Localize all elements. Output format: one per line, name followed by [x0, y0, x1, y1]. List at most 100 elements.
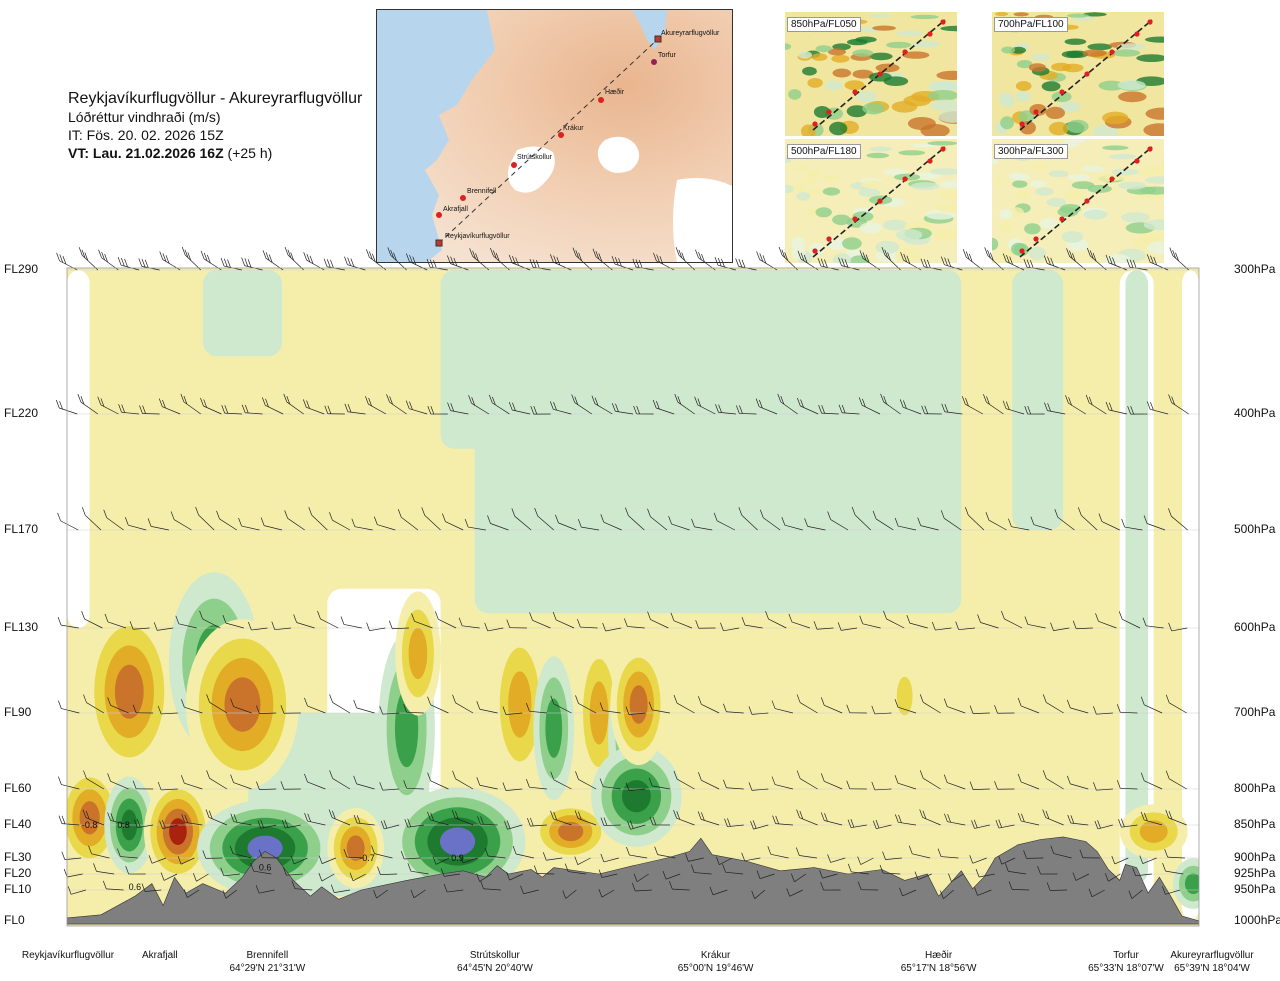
wind-barb: [647, 611, 669, 629]
wind-barb: [756, 870, 775, 880]
wind-barb: [1050, 845, 1072, 859]
wind-barb: [648, 701, 670, 714]
wind-barb: [125, 865, 146, 875]
pressure-level-label: 925hPa: [1234, 866, 1276, 880]
wind-barb: [343, 849, 365, 859]
wind-barb: [502, 782, 523, 791]
wind-barb: [488, 394, 510, 415]
wind-barb: [159, 251, 181, 271]
mini-map-waypoint: [1059, 216, 1065, 222]
mini-map-cell: [1083, 209, 1108, 220]
wind-barb: [183, 889, 200, 898]
terrain-profile: [67, 836, 1199, 925]
wind-barb: [961, 396, 984, 415]
wind-barb: [255, 885, 275, 894]
contour-cell-0-3: [79, 801, 100, 835]
level-map-label: 700hPa/FL100: [994, 17, 1068, 32]
wind-barb: [452, 694, 474, 714]
wind-barb: [117, 257, 140, 271]
wind-barb: [464, 518, 486, 531]
mini-map-cell: [832, 253, 852, 263]
wind-barb: [632, 258, 654, 271]
wind-barb: [230, 813, 252, 826]
wind-barb: [611, 255, 634, 271]
wind-barb: [526, 703, 547, 714]
wind-barb: [56, 252, 78, 271]
wind-barb: [983, 394, 1004, 415]
wind-barb: [969, 705, 990, 714]
map-label-brennifell: Brennifell: [467, 188, 497, 195]
wind-barb: [117, 848, 138, 859]
plot-frame: [66, 267, 1200, 927]
wind-barb: [1105, 254, 1128, 271]
wind-barb: [765, 610, 787, 629]
mini-map-cell: [852, 69, 874, 79]
wind-barb: [750, 820, 769, 830]
mini-map-cell: [995, 12, 1009, 17]
contour-cell-16-3: [621, 780, 651, 813]
wind-barb: [403, 704, 424, 714]
wind-barb: [624, 618, 645, 629]
wind-barb: [281, 819, 301, 829]
wind-barb: [283, 867, 303, 876]
wind-barb: [1140, 772, 1163, 790]
wind-barb: [736, 405, 757, 415]
wind-barb: [61, 851, 82, 860]
wind-barb: [293, 614, 315, 629]
mini-map-cell: [1048, 170, 1069, 178]
mini-map-waypoint: [1019, 248, 1025, 254]
wind-barb: [404, 818, 424, 828]
mini-map-waypoint: [1109, 176, 1115, 182]
wind-barb: [880, 393, 901, 415]
mini-map-cell: [796, 192, 811, 201]
route-map: Akureyrarflugvöllur Torfur Hæðir Krákur …: [376, 9, 733, 263]
mini-map-cell: [1136, 54, 1164, 62]
mini-map-waypoint: [1109, 49, 1115, 55]
mini-map-waypoint: [877, 198, 883, 204]
wind-barb: [1168, 508, 1188, 531]
wind-barb: [1017, 697, 1040, 714]
wind-barb: [944, 813, 966, 826]
chart-subtitle: Lóðréttur vindhraði (m/s): [68, 109, 221, 125]
mini-map-cell: [792, 184, 807, 192]
wind-barb: [132, 780, 154, 790]
mini-map-cell: [848, 255, 870, 263]
mini-map-cell: [1112, 49, 1141, 57]
wind-barb: [1037, 865, 1058, 875]
wind-barb: [1023, 850, 1044, 859]
mini-map-cell: [822, 187, 841, 196]
wind-barb: [476, 701, 498, 714]
mini-map-waypoint: [1134, 31, 1140, 37]
map-label-haedir: Hæðir: [605, 88, 625, 96]
band-white-far-right: [1182, 270, 1199, 921]
wind-barb: [984, 247, 1004, 271]
flight-level-label: FL40: [4, 817, 32, 831]
wind-barb: [373, 516, 396, 531]
wind-barb: [974, 887, 992, 896]
mini-map-cell: [807, 187, 823, 196]
wind-barb: [695, 249, 716, 271]
wind-barb: [480, 880, 501, 891]
wind-barb: [290, 855, 308, 865]
wind-barb: [200, 397, 222, 415]
mini-map-cell: [1032, 53, 1050, 61]
wind-barb: [600, 853, 619, 863]
mini-map-cell: [1117, 43, 1146, 50]
wind-barb: [451, 809, 474, 826]
wind-barb: [81, 610, 103, 629]
wind-barb: [1093, 782, 1113, 791]
valid-time-offset: (+25 h): [227, 145, 273, 161]
wind-barb: [899, 887, 917, 897]
wind-barb: [459, 854, 478, 864]
glacier-2: [507, 146, 555, 193]
wind-barb: [170, 511, 192, 531]
wind-barb: [713, 512, 736, 531]
level-map-850: 850hPa/FL050: [785, 12, 957, 136]
wind-barb: [526, 779, 547, 790]
wind-barb: [771, 700, 794, 714]
mini-map-cell: [872, 25, 896, 31]
band-green-left: [440, 270, 543, 449]
wind-barb: [180, 393, 201, 415]
wind-barb: [324, 405, 345, 415]
map-label-akrafjall: Akrafjall: [443, 206, 468, 213]
